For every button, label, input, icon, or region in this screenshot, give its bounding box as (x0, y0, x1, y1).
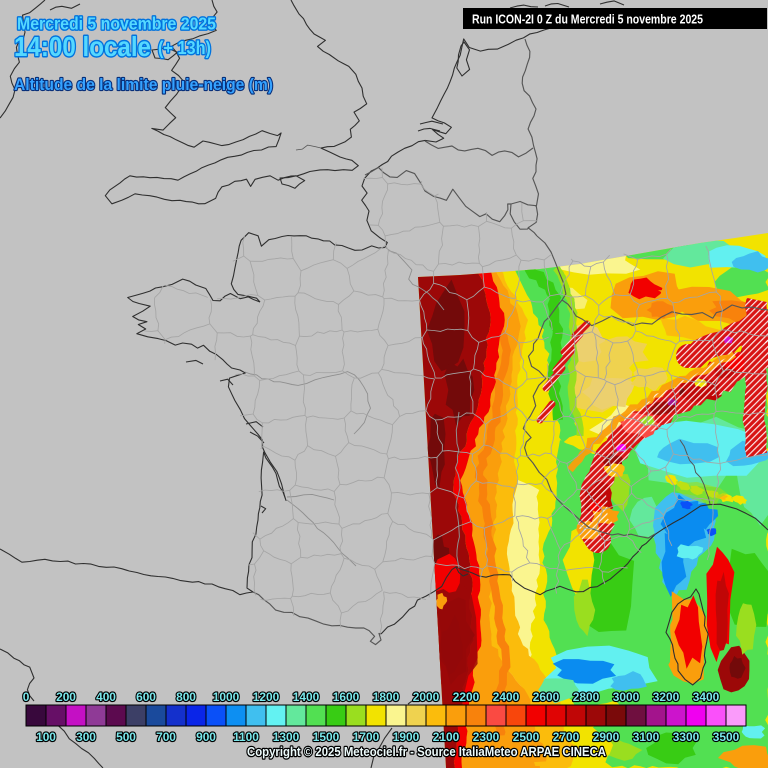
svg-text:1100: 1100 (233, 730, 259, 744)
svg-text:2300: 2300 (473, 730, 500, 744)
svg-text:1200: 1200 (253, 690, 280, 704)
svg-text:Altitude de la limite pluie-ne: Altitude de la limite pluie-neige (m) (14, 75, 273, 94)
svg-text:1400: 1400 (293, 690, 320, 704)
svg-text:14:00 locale: 14:00 locale (14, 31, 151, 62)
svg-text:500: 500 (116, 730, 136, 744)
svg-text:100: 100 (36, 730, 56, 744)
svg-text:400: 400 (96, 690, 116, 704)
svg-text:700: 700 (156, 730, 176, 744)
svg-text:(+ 13h): (+ 13h) (158, 38, 211, 58)
svg-text:1000: 1000 (213, 690, 240, 704)
svg-text:3300: 3300 (673, 730, 700, 744)
svg-text:Copyright © 2025 Meteociel.fr: Copyright © 2025 Meteociel.fr - Source I… (247, 744, 606, 759)
svg-text:2000: 2000 (413, 690, 440, 704)
svg-text:2400: 2400 (493, 690, 520, 704)
svg-text:900: 900 (196, 730, 216, 744)
svg-text:2700: 2700 (553, 730, 580, 744)
svg-text:300: 300 (76, 730, 96, 744)
svg-text:2800: 2800 (573, 690, 600, 704)
svg-text:800: 800 (176, 690, 196, 704)
svg-text:2200: 2200 (453, 690, 480, 704)
svg-text:2600: 2600 (533, 690, 560, 704)
svg-text:0: 0 (23, 690, 30, 704)
svg-text:3200: 3200 (653, 690, 680, 704)
svg-text:2100: 2100 (433, 730, 460, 744)
svg-text:1800: 1800 (373, 690, 400, 704)
svg-text:3400: 3400 (693, 690, 720, 704)
svg-text:3000: 3000 (613, 690, 640, 704)
svg-text:1700: 1700 (353, 730, 380, 744)
svg-text:2900: 2900 (593, 730, 620, 744)
svg-text:Mercredi 5 novembre 2025: Mercredi 5 novembre 2025 (17, 14, 216, 34)
svg-text:2500: 2500 (513, 730, 540, 744)
svg-text:3100: 3100 (633, 730, 660, 744)
svg-text:200: 200 (56, 690, 76, 704)
svg-text:1600: 1600 (333, 690, 360, 704)
svg-text:600: 600 (136, 690, 156, 704)
svg-text:Run ICON-2I 0 Z du Mercredi 5: Run ICON-2I 0 Z du Mercredi 5 novembre 2… (472, 12, 703, 27)
svg-text:3500: 3500 (713, 730, 740, 744)
svg-text:1300: 1300 (273, 730, 300, 744)
svg-text:1900: 1900 (393, 730, 420, 744)
svg-text:1500: 1500 (313, 730, 340, 744)
